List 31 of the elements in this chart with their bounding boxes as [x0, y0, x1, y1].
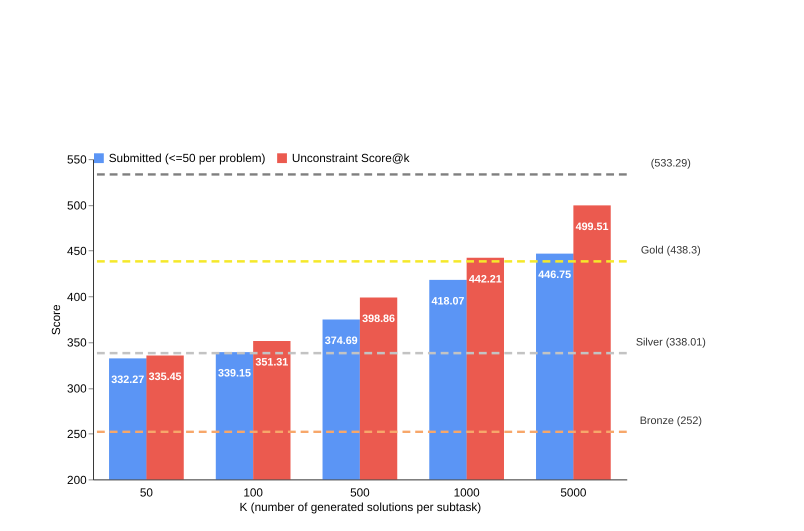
data-label: 332.27	[111, 374, 144, 386]
ref-line-label: Bronze (252)	[640, 414, 702, 427]
data-label: 499.51	[576, 220, 609, 233]
data-label: 446.75	[538, 269, 572, 282]
data-label: 351.31	[255, 356, 288, 368]
ref-line-label: Gold (438.3)	[640, 244, 701, 257]
data-label: 418.07	[431, 295, 464, 308]
y-tick-label: 550	[67, 154, 88, 167]
data-label: 339.15	[218, 368, 251, 380]
y-tick-label: 350	[67, 336, 88, 350]
data-label: 398.86	[362, 312, 396, 325]
y-tick-label: 250	[67, 428, 88, 442]
y-tick-label: 450	[67, 245, 88, 258]
x-tick-label: 1000	[454, 486, 480, 500]
data-label: 374.69	[324, 335, 358, 348]
y-tick-label: 500	[67, 199, 88, 212]
ref-line-label: Silver (338.01)	[636, 336, 706, 348]
data-label: 335.45	[148, 370, 182, 383]
x-axis-title: K (number of generated solutions per subtask)	[240, 501, 482, 514]
x-tick-label: 500	[350, 486, 370, 500]
y-tick-label: 200	[67, 474, 88, 487]
x-tick-label: 50	[140, 486, 154, 500]
data-label: 442.21	[468, 273, 502, 286]
y-tick-label: 300	[67, 382, 88, 396]
y-axis-title: Score	[50, 304, 64, 336]
x-tick-label: 5000	[560, 486, 587, 500]
ref-line-label: (533.29)	[650, 158, 691, 170]
x-tick-label: 100	[243, 486, 264, 500]
y-tick-label: 400	[67, 290, 88, 304]
legend-label: Unconstraint Score@k	[292, 152, 410, 166]
legend-label: Submitted (<=50 per problem)	[108, 152, 266, 166]
